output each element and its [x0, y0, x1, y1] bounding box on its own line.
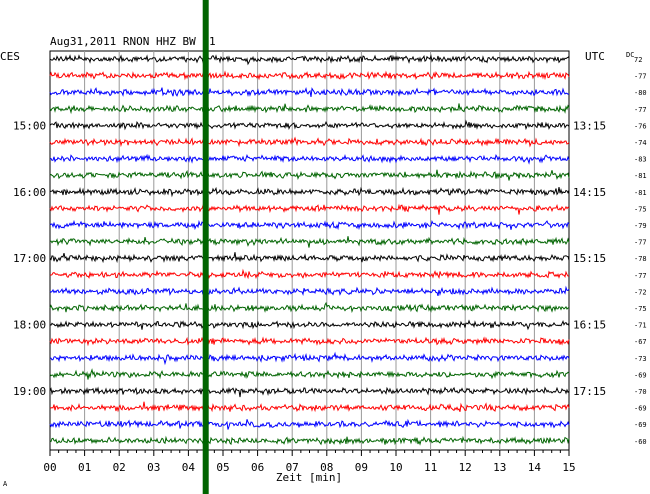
left-hour-label: 16:00	[13, 186, 46, 199]
dc-offset-label: -67	[634, 338, 647, 346]
dc-offset-label: -72	[634, 288, 647, 296]
trace-row	[49, 252, 570, 264]
x-tick-label: 14	[528, 461, 542, 474]
right-time-label: 14:15	[573, 186, 606, 199]
left-timezone-label: CES	[0, 50, 20, 63]
trace-row	[49, 236, 570, 248]
dc-offset-label: -74	[634, 139, 647, 147]
right-timezone-label: UTC	[585, 50, 605, 63]
x-tick-label: 04	[182, 461, 196, 474]
trace-row	[49, 418, 570, 430]
dc-offset-label: -77	[634, 239, 647, 247]
trace-row	[49, 153, 570, 165]
trace-row	[49, 351, 570, 366]
dc-offset-label: -78	[634, 255, 647, 263]
trace-row	[49, 87, 570, 98]
dc-offset-label: -70	[634, 388, 647, 396]
dc-offset-label: -77	[634, 73, 647, 81]
x-tick-label: 12	[459, 461, 472, 474]
right-time-label: 15:15	[573, 252, 606, 265]
dc-offset-label: -69	[634, 405, 647, 413]
x-axis: 00 01 02 03 04 05 06 07 08 09 10 11 12 13 14 15	[43, 450, 576, 474]
trace-row	[49, 169, 570, 181]
x-tick-label: 11	[424, 461, 437, 474]
trace-row	[49, 203, 570, 215]
dc-offset-label: -81	[634, 189, 647, 197]
x-tick-label: 13	[493, 461, 506, 474]
dc-offset-label: -81	[634, 172, 647, 180]
dc-offset-label: -69	[634, 371, 647, 379]
trace-row	[49, 103, 570, 115]
right-time-label: 13:15	[573, 119, 606, 132]
x-tick-label: 05	[216, 461, 229, 474]
x-tick-label: 03	[147, 461, 160, 474]
trace-row	[49, 386, 570, 398]
footer-mark: A	[3, 480, 8, 488]
dc-offset-label: -77	[634, 106, 647, 114]
trace-row	[49, 319, 570, 331]
dc-offset-label: -71	[634, 322, 647, 330]
plot-grid	[49, 50, 570, 451]
x-tick-label: 00	[43, 461, 56, 474]
trace-row	[49, 119, 570, 131]
x-tick-label: 01	[78, 461, 91, 474]
dc-offset-label: -76	[634, 122, 647, 130]
left-hour-label: 19:00	[13, 385, 46, 398]
dc-offset-label: -73	[634, 355, 647, 363]
dc-offset-label: -69	[634, 421, 647, 429]
dc-offset-label: -80	[634, 89, 647, 97]
x-axis-label: Zeit [min]	[276, 471, 342, 484]
dc-offset-label: -83	[634, 156, 647, 164]
dc-offset-label: -75	[634, 305, 647, 313]
dc-offset-label: -60	[634, 438, 647, 446]
trace-group	[49, 54, 570, 446]
dc-label: DC	[626, 51, 634, 59]
trace-row	[49, 285, 570, 297]
trace-row	[49, 268, 570, 280]
row-labels: 15:00 16:00 17:00 18:00 19:00 13:15 14:15 15:15…	[13, 56, 647, 446]
chart-title: Aug31,2011 RNON HHZ BW 01	[50, 35, 216, 48]
left-hour-label: 17:00	[13, 252, 46, 265]
x-tick-label: 09	[355, 461, 368, 474]
trace-row	[49, 336, 570, 347]
dc-offset-label: -79	[634, 222, 647, 230]
dc-offset-label: -75	[634, 205, 647, 213]
x-tick-label: 10	[389, 461, 402, 474]
x-tick-label: 15	[562, 461, 575, 474]
dc-offset-label: -77	[634, 272, 647, 280]
x-tick-label: 08	[320, 461, 333, 474]
right-time-label: 16:15	[573, 319, 606, 332]
x-tick-label: 07	[286, 461, 299, 474]
trace-row	[49, 70, 570, 81]
trace-row	[49, 301, 570, 314]
trace-row	[49, 186, 570, 198]
trace-row	[49, 136, 570, 148]
trace-row	[49, 401, 570, 413]
right-time-label: 17:15	[573, 385, 606, 398]
left-hour-label: 18:00	[13, 319, 46, 332]
event-marker	[202, 0, 209, 494]
x-tick-label: 06	[251, 461, 264, 474]
x-tick-label: 02	[113, 461, 126, 474]
dc-offset-label: 72	[634, 56, 642, 64]
trace-row	[49, 435, 570, 446]
trace-row	[49, 219, 570, 231]
trace-row	[49, 54, 570, 66]
event-marker-bar	[202, 0, 209, 494]
left-hour-label: 15:00	[13, 119, 46, 132]
trace-row	[49, 368, 570, 380]
